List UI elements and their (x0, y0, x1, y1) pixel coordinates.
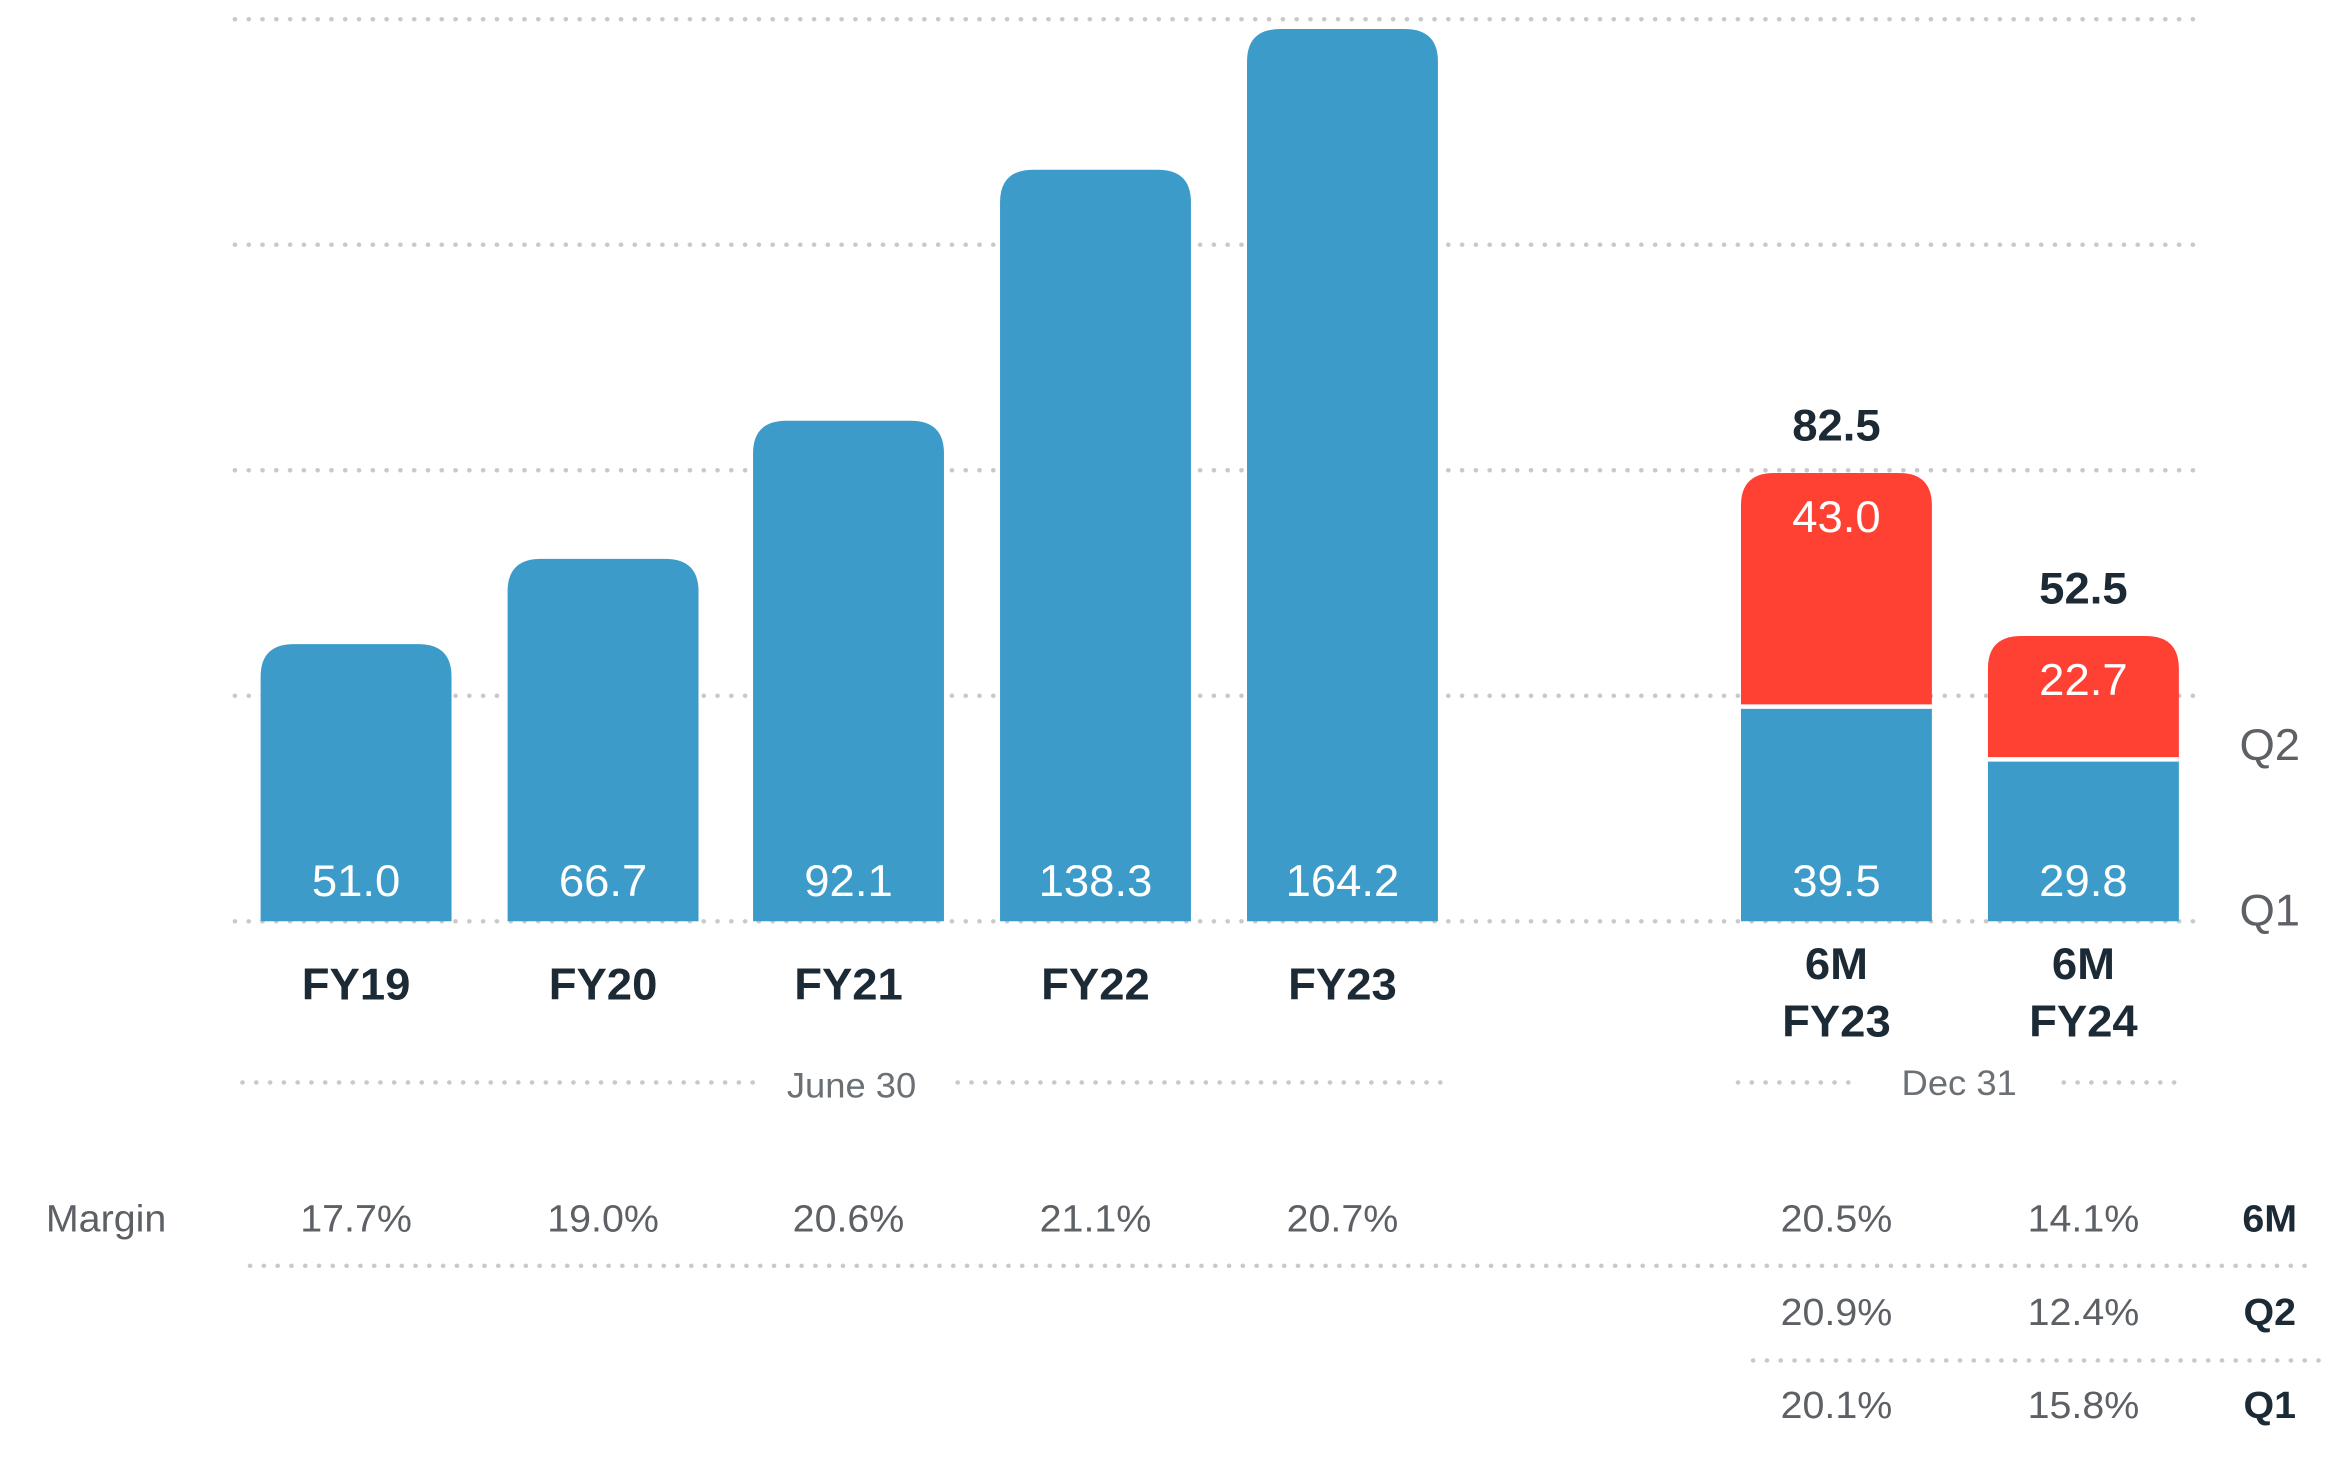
value-label: 66.7 (559, 856, 647, 906)
bar-segment (1740, 472, 1932, 707)
x-tick-label: 6M (1805, 938, 1868, 988)
x-tick-label: FY19 (302, 959, 411, 1009)
bar (753, 420, 944, 922)
margin-row-name: 6M (2242, 1198, 2297, 1240)
x-tick-label: FY23 (1288, 959, 1397, 1009)
margin-value: 20.7% (1287, 1198, 1399, 1240)
margin-row-name: Q1 (2244, 1384, 2297, 1426)
margin-title: Margin (46, 1198, 166, 1240)
value-label: 92.1 (804, 856, 892, 906)
value-label: 22.7 (2039, 655, 2127, 705)
x-tick-label: FY20 (549, 959, 658, 1009)
value-label: 51.0 (312, 856, 400, 906)
bar (1000, 169, 1191, 922)
total-label: 52.5 (2039, 563, 2127, 613)
value-label: 29.8 (2039, 856, 2127, 906)
margin-value: 20.9% (1781, 1291, 1893, 1333)
margin-value: 20.1% (1781, 1384, 1893, 1426)
value-label: 43.0 (1792, 492, 1880, 542)
bar-segment (1987, 635, 2179, 760)
group-label: Dec 31 (1902, 1062, 2017, 1102)
value-label: 138.3 (1039, 856, 1153, 906)
x-tick-label: 6M (2052, 938, 2115, 988)
x-tick-label: FY21 (794, 959, 903, 1009)
margin-value: 17.7% (300, 1198, 412, 1240)
margin-row-name: Q2 (2244, 1291, 2297, 1333)
margin-value: 12.4% (2028, 1291, 2140, 1333)
total-label: 82.5 (1792, 400, 1880, 450)
value-label: 164.2 (1286, 856, 1400, 906)
margin-value: 20.6% (793, 1198, 905, 1240)
bar (1247, 29, 1438, 922)
value-label: 39.5 (1792, 856, 1880, 906)
margin-value: 20.5% (1781, 1198, 1893, 1240)
group-label: June 30 (787, 1065, 916, 1105)
legend-entry: Q1 (2239, 885, 2300, 935)
margin-value: 19.0% (547, 1198, 659, 1240)
x-tick-label: FY22 (1041, 959, 1150, 1009)
margin-value: 14.1% (2028, 1198, 2140, 1240)
margin-value: 21.1% (1040, 1198, 1152, 1240)
legend-entry: Q2 (2239, 719, 2300, 769)
bar-segment (1740, 706, 1932, 922)
margin-value: 15.8% (2028, 1384, 2140, 1426)
x-tick-label: FY23 (1782, 996, 1891, 1046)
bar-segment (1987, 759, 2179, 922)
bar (507, 558, 699, 922)
x-tick-label: FY24 (2029, 996, 2138, 1046)
bar (260, 644, 452, 922)
